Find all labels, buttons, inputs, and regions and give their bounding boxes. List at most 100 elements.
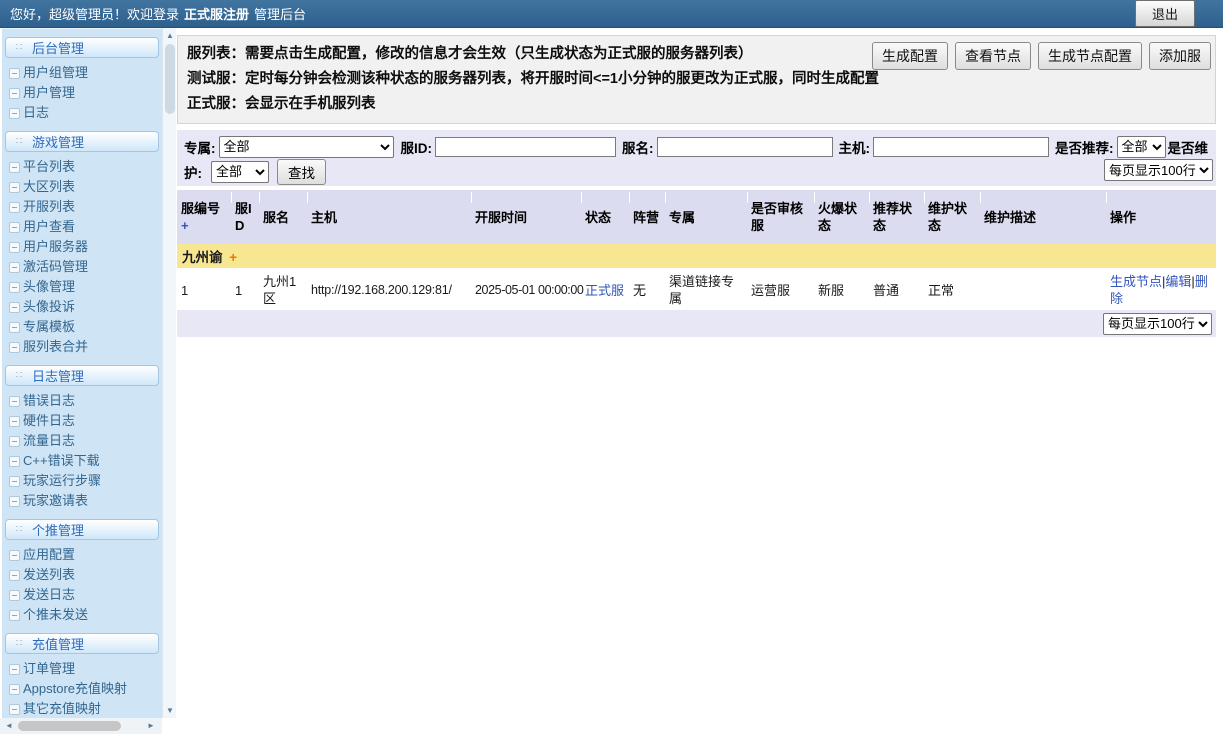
col-header-server-id: 服ID	[231, 190, 259, 244]
filter-panel: 专属: 全部 服ID: 服名: 主机: 是否推荐: 全部 是否维 护: 全部 查…	[177, 130, 1216, 186]
tree-node-icon	[9, 161, 20, 173]
section-expand-icon: ∷	[15, 523, 23, 535]
tree-node-icon	[9, 663, 20, 675]
sidebar-item[interactable]: 大区列表	[2, 177, 162, 197]
sidebar-item[interactable]: 用户服务器	[2, 237, 162, 257]
sidebar-section-logs[interactable]: ∷ 日志管理	[5, 365, 159, 386]
cell-actions: 生成节点|编辑|删除	[1106, 269, 1216, 310]
sidebar-section-game[interactable]: ∷ 游戏管理	[5, 131, 159, 152]
add-server-button[interactable]: 添加服	[1149, 42, 1211, 70]
scroll-down-icon[interactable]: ▼	[166, 706, 174, 715]
group-expand-control[interactable]: +	[229, 250, 238, 265]
server-id-label: 服ID:	[400, 140, 433, 156]
col-header-recommend-status: 推荐状态	[869, 190, 924, 244]
sidebar-item[interactable]: 发送日志	[2, 585, 162, 605]
greeting-prefix: 您好，超级管理员！欢迎登录	[10, 7, 180, 22]
tree-node-icon	[9, 549, 20, 561]
sidebar-item[interactable]: 日志	[2, 103, 162, 123]
recommend-select[interactable]: 全部	[1116, 135, 1166, 158]
sidebar-section-recharge[interactable]: ∷ 充值管理	[5, 633, 159, 654]
notice-panel: 服列表：需要点击生成配置，修改的信息才会生效（只生成状态为正式服的服务器列表） …	[177, 35, 1216, 124]
tree-node-icon	[9, 201, 20, 213]
tree-node-icon	[9, 415, 20, 427]
sidebar-section-title: 充值管理	[32, 637, 85, 652]
maintain-label-part2: 护:	[184, 165, 202, 181]
server-name-input[interactable]	[656, 136, 833, 157]
search-button[interactable]: 查找	[277, 158, 326, 185]
delete-link[interactable]: 删除	[1110, 274, 1208, 306]
col-header-open-time: 开服时间	[471, 190, 581, 244]
sidebar-section-push[interactable]: ∷ 个推管理	[5, 519, 159, 540]
sidebar-item[interactable]: 个推未发送	[2, 605, 162, 625]
sidebar-item[interactable]: 玩家运行步骤	[2, 471, 162, 491]
sidebar-item[interactable]: 错误日志	[2, 391, 162, 411]
tree-node-icon	[9, 395, 20, 407]
exclusive-select[interactable]: 全部	[218, 135, 394, 158]
col-header-maintain-desc: 维护描述	[980, 190, 1106, 244]
tree-node-icon	[9, 181, 20, 193]
tree-node-icon	[9, 435, 20, 447]
sidebar-item[interactable]: 开服列表	[2, 197, 162, 217]
view-nodes-button[interactable]: 查看节点	[955, 42, 1031, 70]
tree-node-icon	[9, 261, 20, 273]
scroll-up-icon[interactable]: ▲	[166, 31, 174, 40]
col-header-host: 主机	[307, 190, 471, 244]
logout-button[interactable]: 退出	[1134, 0, 1195, 27]
cell-maintain-status: 正常	[924, 269, 980, 310]
server-id-input[interactable]	[435, 136, 616, 157]
sidebar-item[interactable]: 激活码管理	[2, 257, 162, 277]
tree-node-icon	[9, 341, 20, 353]
col-header-exclusive: 专属	[665, 190, 747, 244]
sidebar-item[interactable]: 用户组管理	[2, 63, 162, 83]
status-link[interactable]: 正式服	[585, 282, 625, 298]
cell-open-time: 2025-05-01 00:00:00	[471, 269, 584, 310]
register-mode-label: 正式服注册	[184, 7, 250, 22]
sidebar-menu: ∷ 后台管理 用户组管理 用户管理 日志 ∷ 游戏管理 平台列表 大区列表 开服…	[2, 28, 162, 718]
generate-node-config-button[interactable]: 生成节点配置	[1038, 42, 1142, 70]
sidebar-item[interactable]: 应用配置	[2, 545, 162, 565]
generate-node-link[interactable]: 生成节点	[1110, 274, 1163, 289]
sidebar-item[interactable]: 头像投诉	[2, 297, 162, 317]
sidebar-vertical-scrollbar[interactable]: ▲ ▼	[162, 28, 176, 718]
sidebar-item[interactable]: 用户管理	[2, 83, 162, 103]
page-size-select-top[interactable]: 每页显示100行	[1104, 159, 1213, 181]
sidebar-item[interactable]: 订单管理	[2, 659, 162, 679]
toolbar: 生成配置 查看节点 生成节点配置 添加服	[872, 42, 1211, 70]
host-input[interactable]	[873, 136, 1049, 157]
sidebar-item[interactable]: Appstore充值映射	[2, 679, 162, 699]
sidebar-item[interactable]: 用户查看	[2, 217, 162, 237]
cell-server-id: 1	[231, 269, 259, 310]
tree-node-icon	[9, 87, 20, 99]
scroll-left-icon[interactable]: ◄	[5, 721, 13, 730]
sidebar-item[interactable]: C++错误下载	[2, 451, 162, 471]
sidebar-item[interactable]: 玩家邀请表	[2, 491, 162, 511]
sidebar-item[interactable]: 发送列表	[2, 565, 162, 585]
sidebar-item[interactable]: 流量日志	[2, 431, 162, 451]
sidebar-item[interactable]: 头像管理	[2, 277, 162, 297]
tree-node-icon	[9, 301, 20, 313]
maintain-select[interactable]: 全部	[211, 160, 269, 183]
host-label: 主机:	[838, 140, 871, 156]
page-size-select-bottom[interactable]: 每页显示100行	[1103, 312, 1212, 335]
action-separator: |	[1191, 274, 1195, 289]
scroll-right-icon[interactable]: ►	[147, 721, 155, 730]
section-expand-icon: ∷	[15, 369, 23, 381]
tree-node-icon	[9, 609, 20, 621]
sidebar-item[interactable]: 其它充值映射	[2, 699, 162, 718]
tree-node-icon	[9, 569, 20, 581]
tree-node-icon	[9, 703, 20, 715]
sidebar-section-title: 游戏管理	[32, 135, 85, 150]
sidebar-item[interactable]: 服列表合并	[2, 337, 162, 357]
sort-plus-control[interactable]: +	[181, 218, 189, 233]
vertical-scroll-thumb[interactable]	[165, 44, 175, 114]
col-header-actions: 操作	[1106, 190, 1216, 244]
edit-link[interactable]: 编辑	[1165, 274, 1192, 289]
sidebar-item[interactable]: 专属模板	[2, 317, 162, 337]
sidebar-item[interactable]: 硬件日志	[2, 411, 162, 431]
generate-config-button[interactable]: 生成配置	[872, 42, 948, 70]
sidebar-item[interactable]: 平台列表	[2, 157, 162, 177]
horizontal-scroll-thumb[interactable]	[18, 721, 121, 731]
sidebar-section-admin[interactable]: ∷ 后台管理	[5, 37, 159, 58]
col-header-status: 状态	[581, 190, 629, 244]
sidebar-horizontal-scrollbar[interactable]: ◄ ►	[0, 718, 162, 734]
